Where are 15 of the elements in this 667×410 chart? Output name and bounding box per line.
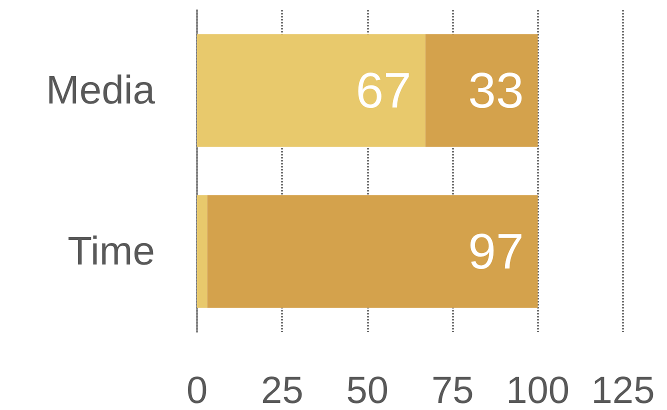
bar [197, 195, 208, 308]
x-tick-label: 75 [431, 370, 474, 410]
x-tick-label: 50 [346, 370, 389, 410]
x-tick-label: 0 [186, 370, 208, 410]
data-label: 67 [356, 62, 412, 118]
x-tick-label: 25 [261, 370, 304, 410]
y-tick-label: Time [68, 230, 155, 274]
x-tick-label: 125 [591, 370, 655, 410]
data-label: 33 [468, 62, 524, 118]
x-tick-label: 100 [506, 370, 570, 410]
data-label: 97 [468, 224, 524, 280]
y-tick-label: Media [46, 68, 156, 112]
bar [425, 34, 538, 147]
bar [197, 34, 426, 147]
bar [207, 195, 538, 308]
